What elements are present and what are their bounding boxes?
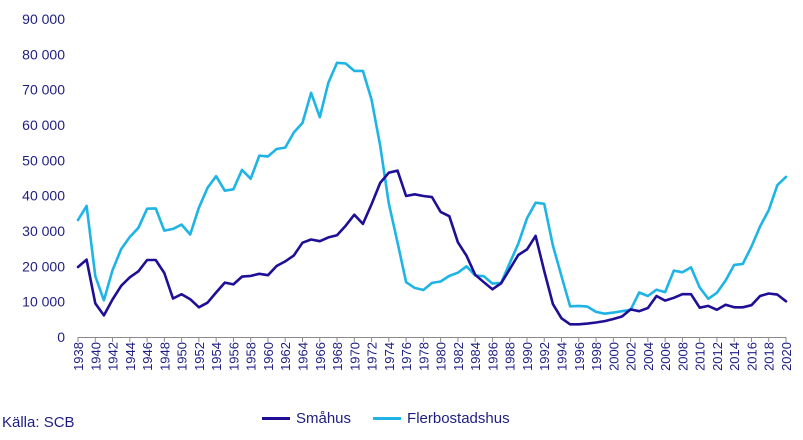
x-tick-label: 1994 xyxy=(555,342,570,371)
x-tick-label: 1952 xyxy=(192,342,207,371)
x-tick-label: 1996 xyxy=(572,342,587,371)
x-tick-label: 1992 xyxy=(537,342,552,371)
x-tick-label: 1942 xyxy=(106,342,121,371)
y-tick-label: 50 000 xyxy=(22,152,65,168)
source-note: Källa: SCB xyxy=(2,414,75,431)
legend-swatch-flerbostadshus xyxy=(373,416,402,420)
y-tick-label: 10 000 xyxy=(22,294,65,310)
x-tick-label: 2004 xyxy=(641,342,656,371)
x-tick-label: 1990 xyxy=(520,342,535,371)
x-tick-label: 1960 xyxy=(261,342,276,371)
y-tick-label: 20 000 xyxy=(22,258,65,274)
x-tick-label: 2008 xyxy=(675,342,690,371)
x-tick-label: 1946 xyxy=(140,342,155,371)
series-line-flerbostadshus xyxy=(76,61,788,316)
x-tick-label: 1984 xyxy=(468,342,483,371)
x-tick-label: 1938 xyxy=(71,342,86,371)
x-tick-label: 1980 xyxy=(434,342,449,371)
x-tick-label: 1962 xyxy=(278,342,293,371)
legend-label-smahus: Småhus xyxy=(296,409,352,427)
x-tick-label: 1978 xyxy=(416,342,431,371)
x-tick-label: 1970 xyxy=(347,342,362,371)
x-tick-label: 1972 xyxy=(365,342,380,371)
x-tick-label: 2002 xyxy=(624,342,639,371)
x-tick-label: 1948 xyxy=(157,342,172,371)
x-tick-label: 2016 xyxy=(744,342,759,371)
y-tick-label: 30 000 xyxy=(22,223,65,239)
x-tick-label: 2020 xyxy=(779,342,794,371)
legend-item-smahus: Småhus xyxy=(262,410,351,427)
x-tick-label: 1976 xyxy=(399,342,414,371)
y-tick-label: 40 000 xyxy=(22,188,65,204)
x-tick-label: 2014 xyxy=(727,342,742,371)
x-tick-label: 1958 xyxy=(244,342,259,371)
x-tick-label: 2010 xyxy=(693,342,708,371)
x-tick-label: 1968 xyxy=(330,342,345,371)
legend-label-flerbostadshus: Flerbostadshus xyxy=(407,409,510,427)
x-tick-label: 2018 xyxy=(762,342,777,371)
x-tick-label: 2000 xyxy=(606,342,621,371)
x-tick-label: 1982 xyxy=(451,342,466,371)
series-line-smahus xyxy=(76,169,788,326)
line-chart: 0 10 000 20 000 30 000 40 000 50 000 60 000 70 … xyxy=(22,11,794,371)
x-tick-label: 1998 xyxy=(589,342,604,371)
legend-swatch-smahus xyxy=(262,416,290,420)
x-tick-label: 1944 xyxy=(123,342,138,371)
x-tick-label: 1986 xyxy=(485,342,500,371)
y-tick-label: 0 xyxy=(57,329,65,345)
legend: Småhus Flerbostadshus xyxy=(262,407,532,429)
x-tick-label: 2012 xyxy=(710,342,725,371)
y-tick-label: 80 000 xyxy=(22,46,65,62)
x-tick-label: 1950 xyxy=(175,342,190,371)
x-tick-label: 1964 xyxy=(295,342,310,371)
y-tick-label: 60 000 xyxy=(22,117,65,133)
x-tick-label: 2006 xyxy=(658,342,673,371)
x-tick-label: 1940 xyxy=(88,342,103,371)
x-tick-label: 1954 xyxy=(209,342,224,371)
x-tick-label: 1988 xyxy=(503,342,518,371)
x-tick-label: 1974 xyxy=(382,342,397,371)
legend-item-flerbostadshus: Flerbostadshus xyxy=(373,410,510,427)
y-tick-label: 90 000 xyxy=(22,11,65,27)
x-tick-label: 1956 xyxy=(226,342,241,371)
y-tick-label: 70 000 xyxy=(22,82,65,98)
x-tick-label: 1966 xyxy=(313,342,328,371)
